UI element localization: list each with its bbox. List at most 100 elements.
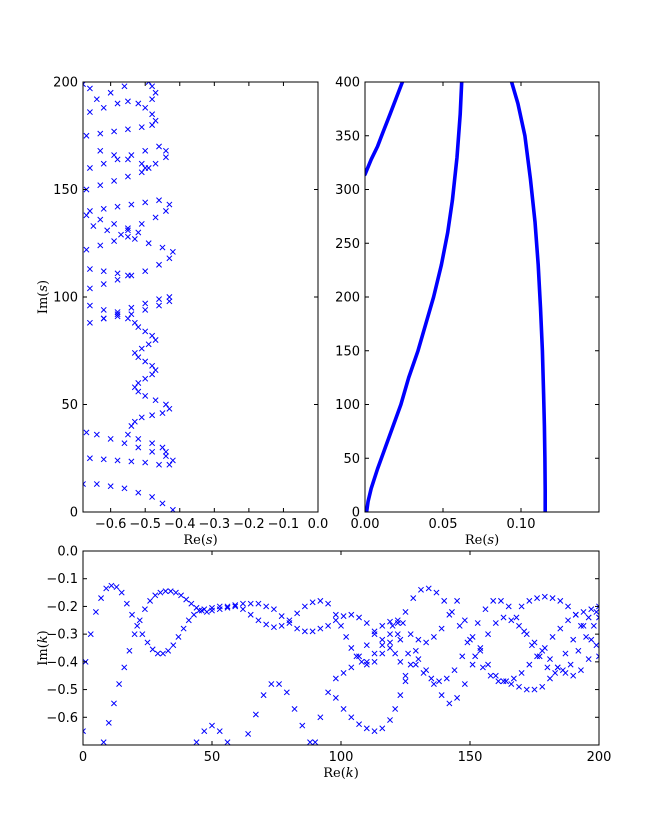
data-point bbox=[124, 126, 131, 133]
data-point bbox=[152, 367, 159, 374]
data-point bbox=[86, 302, 93, 309]
y-tick-label: 100 bbox=[53, 291, 78, 306]
data-point bbox=[353, 653, 360, 660]
data-point bbox=[577, 667, 584, 674]
y-tick-label: −0.5 bbox=[46, 683, 78, 698]
data-point bbox=[247, 600, 254, 607]
data-point bbox=[340, 706, 347, 712]
data-point bbox=[203, 609, 210, 615]
data-point bbox=[166, 294, 173, 300]
data-point bbox=[260, 692, 267, 699]
data-point bbox=[317, 597, 324, 604]
y-tick-label: 0.0 bbox=[57, 545, 78, 560]
data-point bbox=[166, 461, 173, 468]
data-point bbox=[474, 620, 481, 627]
data-point bbox=[379, 622, 386, 629]
data-point bbox=[100, 739, 107, 745]
data-point bbox=[518, 603, 525, 610]
data-point bbox=[166, 201, 173, 208]
data-point bbox=[159, 500, 166, 507]
data-point bbox=[128, 152, 135, 159]
data-point bbox=[128, 201, 135, 208]
data-point bbox=[100, 268, 107, 275]
y-tick-label: 300 bbox=[335, 183, 360, 198]
data-point bbox=[138, 124, 145, 131]
data-point bbox=[124, 227, 131, 234]
data-point bbox=[142, 375, 149, 382]
data-point bbox=[138, 160, 145, 167]
data-point bbox=[114, 311, 121, 318]
data-point bbox=[108, 582, 115, 589]
data-point bbox=[149, 122, 156, 128]
data-point bbox=[86, 266, 93, 273]
data-point bbox=[100, 205, 107, 212]
data-point bbox=[93, 481, 100, 488]
x-tick-label: −0.4 bbox=[164, 517, 196, 532]
data-point bbox=[149, 493, 156, 500]
data-point bbox=[83, 728, 86, 735]
data-point bbox=[536, 653, 543, 660]
data-point bbox=[107, 435, 114, 442]
data-point bbox=[216, 606, 223, 613]
data-point bbox=[412, 647, 419, 654]
data-point bbox=[156, 296, 162, 303]
data-point bbox=[247, 611, 254, 618]
data-point bbox=[534, 595, 541, 602]
data-point bbox=[557, 597, 564, 604]
data-point bbox=[485, 631, 492, 638]
data-point bbox=[141, 606, 148, 613]
data-point bbox=[124, 225, 131, 232]
data-point bbox=[118, 231, 124, 238]
data-point bbox=[185, 617, 192, 624]
data-point bbox=[495, 678, 502, 685]
data-point bbox=[149, 440, 156, 447]
chart-panel-2: 0.00 0.05 0.10 0 50 100 150 200 250 300 350 400 Re(s… bbox=[335, 76, 600, 548]
data-point bbox=[114, 270, 121, 277]
data-point bbox=[138, 220, 145, 227]
series-curve-2 bbox=[509, 82, 547, 512]
data-point bbox=[348, 664, 355, 671]
data-point bbox=[402, 678, 409, 685]
data-point bbox=[418, 586, 424, 593]
data-point bbox=[209, 604, 215, 611]
data-point bbox=[147, 597, 154, 604]
x-tick-label: 150 bbox=[458, 750, 483, 765]
data-point bbox=[441, 597, 448, 604]
data-point bbox=[402, 609, 409, 615]
data-point bbox=[149, 646, 156, 653]
data-point bbox=[142, 392, 149, 399]
y-tick-label: 200 bbox=[53, 76, 78, 91]
data-point bbox=[83, 481, 86, 488]
data-point bbox=[490, 597, 497, 604]
data-point bbox=[270, 624, 277, 631]
x-tick-label: 0 bbox=[79, 750, 87, 765]
data-point bbox=[149, 412, 156, 419]
data-point bbox=[593, 609, 599, 615]
x-axis-label: Re(s) bbox=[465, 533, 499, 548]
data-point bbox=[97, 130, 104, 137]
data-point bbox=[114, 203, 121, 210]
data-point bbox=[332, 611, 339, 618]
data-point bbox=[407, 661, 414, 668]
data-point bbox=[516, 683, 522, 690]
data-point bbox=[307, 739, 313, 745]
axes-frame bbox=[364, 81, 600, 513]
y-tick-label: 0 bbox=[352, 506, 360, 521]
data-point bbox=[588, 606, 595, 613]
data-point bbox=[387, 717, 393, 724]
data-point bbox=[169, 248, 176, 255]
data-point bbox=[90, 223, 97, 230]
data-point bbox=[83, 246, 90, 253]
data-point bbox=[111, 152, 118, 159]
y-tick-label: 200 bbox=[335, 291, 360, 306]
data-point bbox=[149, 332, 156, 339]
data-point bbox=[145, 341, 152, 348]
y-axis-label: Im(k) bbox=[36, 630, 51, 666]
data-point bbox=[371, 631, 378, 638]
data-point bbox=[469, 661, 476, 668]
data-point bbox=[111, 220, 118, 227]
data-point bbox=[97, 216, 104, 223]
series-curve-1 bbox=[365, 82, 464, 512]
data-point bbox=[438, 625, 445, 632]
data-point bbox=[183, 596, 190, 603]
